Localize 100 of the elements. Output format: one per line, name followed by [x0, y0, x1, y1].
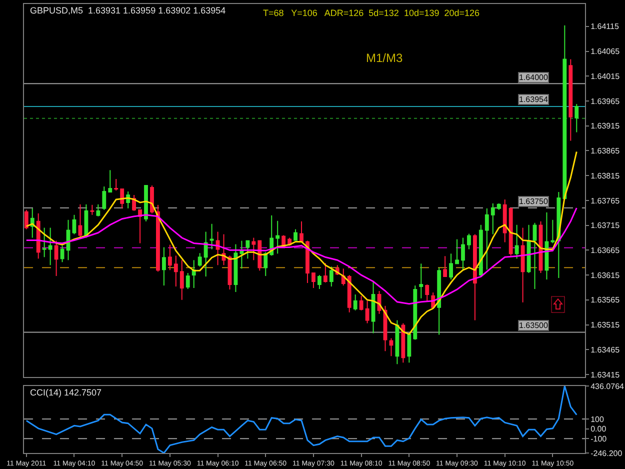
candlestick: [389, 338, 394, 357]
y-tick-label: 1.64115: [590, 22, 620, 32]
candlestick: [108, 170, 112, 192]
y-tick-label: 1.63965: [590, 96, 620, 106]
candlestick: [162, 246, 166, 286]
y-tick-label: 1.63915: [590, 122, 620, 131]
candlestick: [204, 231, 208, 278]
candlestick: [419, 263, 424, 299]
candlestick: [401, 322, 406, 364]
candlestick: [216, 231, 220, 266]
candlestick: [502, 198, 507, 243]
candlestick: [407, 334, 412, 364]
candlestick: [300, 220, 304, 242]
candlestick: [449, 253, 453, 280]
candlestick: [36, 212, 40, 260]
y-tick-label: 1.63615: [590, 270, 620, 280]
candlestick: [174, 255, 178, 287]
candlestick: [264, 252, 268, 277]
candlestick: [210, 223, 214, 250]
candlestick: [48, 227, 52, 266]
candlestick: [461, 237, 465, 271]
candlestick: [102, 186, 106, 210]
ref-line-label: 1.63500: [519, 321, 548, 330]
candlestick: [467, 233, 471, 250]
candlestick: [222, 234, 226, 266]
y-tick-label: 0.00: [590, 424, 607, 434]
chart-subtitle: T=68 Y=106 ADR=126 5d=132 10d=139 20d=126: [263, 8, 480, 18]
candlestick: [329, 266, 334, 287]
y-tick-label: 436.0764: [590, 382, 625, 391]
candlestick: [60, 245, 64, 263]
candlestick: [455, 238, 459, 264]
candlestick: [180, 260, 184, 300]
y-tick-label: 1.63515: [590, 320, 620, 330]
candlestick: [240, 240, 244, 270]
candlestick: [514, 224, 519, 260]
candlestick: [574, 103, 579, 133]
candlestick: [192, 260, 196, 288]
ref-line-label: 1.64000: [519, 73, 548, 82]
ref-line-label: 1.63750: [519, 197, 548, 206]
y-tick-label: 1.64065: [590, 47, 620, 56]
candlestick: [550, 219, 555, 244]
candlestick: [347, 274, 352, 313]
y-tick-label: 1.63565: [590, 296, 620, 305]
y-tick-label: 100: [590, 414, 604, 424]
candlestick: [568, 58, 573, 142]
candlestick: [508, 207, 513, 256]
candlestick: [484, 208, 489, 270]
y-tick-label: 1.63415: [590, 370, 620, 380]
candlestick: [90, 204, 94, 216]
candlestick: [186, 272, 190, 290]
candlestick: [66, 219, 70, 261]
candlestick: [526, 224, 531, 274]
candlestick: [42, 227, 46, 258]
y-tick-label: -246.200: [590, 448, 623, 458]
candlestick: [114, 178, 118, 191]
candlestick: [246, 240, 250, 260]
line-series: [26, 207, 578, 305]
annotation: M1/M3: [366, 51, 403, 65]
candlestick: [323, 262, 328, 284]
candlestick: [198, 252, 202, 268]
y-tick-label: 1.63465: [590, 345, 620, 354]
candlestick: [144, 184, 148, 222]
y-tick-label: 1.63765: [590, 196, 620, 206]
candlestick: [312, 272, 316, 288]
candlestick: [120, 188, 124, 209]
candlestick: [478, 224, 483, 277]
candlestick: [395, 320, 400, 365]
y-tick-label: -100: [590, 434, 608, 444]
y-tick-label: 1.63865: [590, 146, 620, 156]
ref-line-label: 1.63954: [519, 95, 548, 104]
candlestick: [24, 209, 28, 230]
candlestick: [532, 222, 537, 290]
candlestick: [353, 294, 358, 311]
candlestick: [341, 268, 346, 286]
line-series: [26, 386, 578, 453]
candlestick: [437, 267, 442, 336]
candlestick: [544, 212, 549, 280]
candlestick: [138, 208, 142, 244]
line-series: [26, 150, 578, 335]
candlestick: [54, 240, 58, 277]
candlestick: [359, 295, 364, 311]
candlestick: [496, 202, 501, 210]
candlestick: [443, 256, 448, 278]
candlestick: [72, 214, 76, 235]
candlestick: [371, 281, 376, 334]
candlestick: [258, 240, 262, 272]
candlestick: [562, 24, 567, 199]
candlestick: [150, 185, 154, 214]
candlestick: [365, 300, 370, 324]
candlestick: [168, 244, 172, 271]
candlestick: [234, 244, 238, 292]
y-tick-label: 1.63665: [590, 246, 620, 255]
candlestick: [294, 228, 298, 242]
y-tick-label: 1.63715: [590, 221, 620, 230]
candlestick: [490, 202, 495, 235]
candlestick: [317, 274, 322, 290]
candlestick: [276, 220, 280, 254]
y-tick-label: 1.63815: [590, 171, 620, 180]
candlestick: [425, 284, 430, 302]
candlestick: [78, 204, 82, 238]
